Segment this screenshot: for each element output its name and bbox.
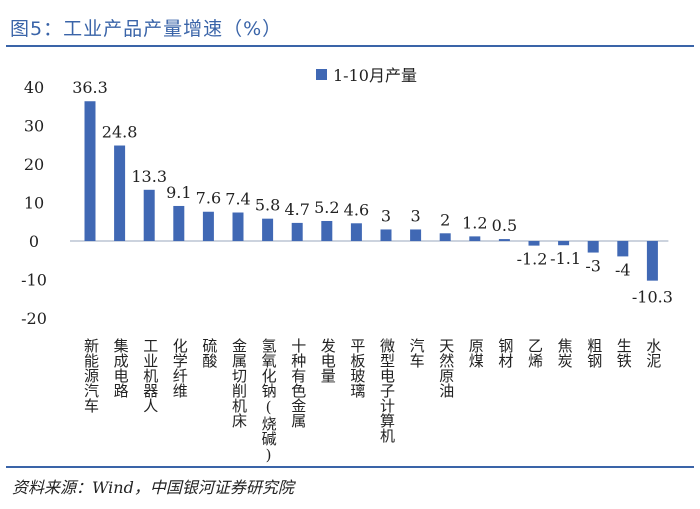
bar — [646, 241, 658, 281]
data-label: 3 — [381, 206, 391, 225]
y-tick-label: -20 — [21, 309, 47, 328]
data-label: 7.6 — [196, 189, 221, 208]
legend-label: 1-10月产量 — [333, 66, 417, 85]
category-label: 水泥 — [644, 338, 662, 369]
bar — [232, 212, 244, 241]
bar — [469, 236, 481, 241]
bar — [439, 233, 451, 241]
bar — [321, 220, 333, 241]
data-label: -1.1 — [550, 249, 581, 268]
data-label: 5.8 — [255, 196, 280, 215]
bar — [528, 241, 540, 246]
data-label: 4.7 — [284, 200, 309, 219]
data-label: 1.2 — [462, 213, 487, 232]
data-label: 13.3 — [131, 167, 167, 186]
data-label: 4.6 — [344, 200, 369, 219]
y-axis: 40 30 20 10 0 -10 -20 — [21, 78, 47, 328]
bar — [114, 145, 126, 241]
category-label: 乙烯 — [526, 338, 544, 368]
data-label: 24.8 — [102, 123, 138, 142]
y-tick-label: 30 — [24, 117, 44, 136]
data-label: 2 — [440, 210, 450, 229]
data-label: -1.2 — [517, 250, 548, 269]
data-label: 9.1 — [166, 183, 191, 202]
category-label: 粗钢 — [585, 338, 603, 369]
y-tick-label: 40 — [24, 78, 44, 97]
bar — [350, 223, 362, 241]
y-tick-label: 0 — [29, 232, 39, 251]
title-divider — [6, 45, 694, 47]
category-label: 发电量 — [319, 338, 337, 383]
bar — [410, 229, 422, 241]
category-label: 平板玻璃 — [348, 338, 366, 398]
bar — [498, 239, 510, 241]
source-note: 资料来源：Wind，中国银河证券研究院 — [12, 478, 294, 497]
data-label: 36.3 — [72, 78, 108, 97]
bar — [84, 101, 96, 242]
x-axis-categories: 新能源汽车 集成电路 工业机器人 化学纤维 硫酸 金属切削机床 氢氧化钠(烧碱) 十种有色金属… — [82, 338, 662, 464]
category-label: 新能源汽车 — [82, 338, 100, 413]
bar — [262, 218, 274, 241]
legend-swatch — [316, 69, 327, 80]
category-label: 化学纤维 — [171, 338, 189, 398]
bar — [617, 241, 629, 257]
y-tick-label: -10 — [21, 271, 47, 290]
bar — [380, 229, 392, 241]
category-label: 金属切削机床 — [230, 338, 248, 428]
footer-divider — [6, 466, 694, 468]
bar — [143, 189, 155, 241]
category-label: 集成电路 — [112, 338, 130, 398]
chart-title: 图5：工业产品产量增速（%） — [10, 18, 283, 40]
bar-chart: 40 30 20 10 0 -10 -20 36.3 24.8 13.39.1 7.6 7.4 5.8… — [21, 66, 673, 464]
data-label: 3 — [411, 206, 421, 225]
category-label: 硫酸 — [200, 338, 218, 368]
bar — [291, 222, 303, 241]
data-label: -4 — [615, 260, 631, 279]
data-label: -10.3 — [632, 288, 673, 307]
y-tick-label: 20 — [24, 155, 44, 174]
data-label: 7.4 — [225, 190, 250, 209]
category-label: 工业机器人 — [141, 338, 159, 413]
category-label: 微型电子计算机 — [378, 338, 396, 444]
data-label: 0.5 — [492, 216, 517, 235]
category-label: 汽车 — [408, 338, 426, 368]
y-tick-label: 10 — [24, 194, 44, 213]
bar — [558, 241, 570, 246]
data-label: 5.2 — [314, 198, 339, 217]
category-label: 焦炭 — [556, 338, 574, 368]
bar — [173, 205, 185, 241]
category-label: 生铁 — [615, 338, 633, 368]
legend: 1-10月产量 — [316, 66, 417, 85]
category-label: 十种有色金属 — [289, 338, 307, 428]
data-label: -3 — [585, 257, 601, 276]
category-label: 天然原油 — [437, 338, 455, 398]
category-label: 氢氧化钠(烧碱) — [260, 338, 278, 464]
category-label: 钢材 — [496, 338, 514, 368]
data-labels: 36.324.813.39.1 7.6 7.4 5.8 4.7 5.2 4.6 3 3 2 1.2 0… — [72, 78, 673, 306]
bar — [202, 211, 214, 241]
category-label: 原煤 — [467, 338, 485, 368]
bar — [587, 241, 599, 253]
bar-series — [84, 101, 658, 281]
